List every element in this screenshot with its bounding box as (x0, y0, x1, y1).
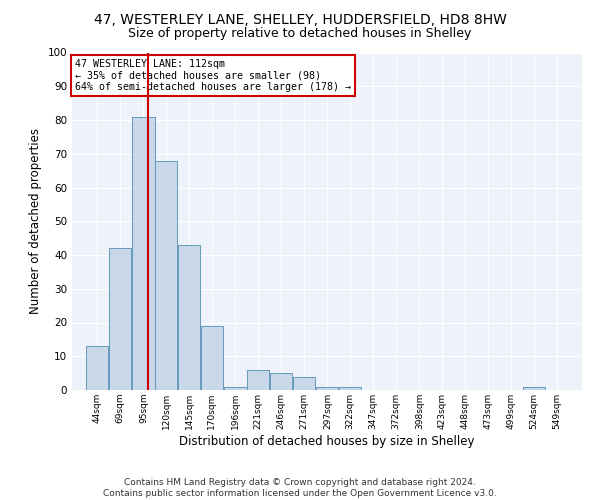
Y-axis label: Number of detached properties: Number of detached properties (29, 128, 42, 314)
Bar (293, 376, 315, 390)
Bar (178, 245, 200, 390)
Bar (201, 326, 223, 390)
Bar (316, 386, 338, 390)
Bar (109, 248, 131, 390)
Bar (339, 386, 361, 390)
Bar (133, 116, 155, 390)
Bar (86, 346, 108, 390)
Bar (155, 160, 178, 390)
Text: 47 WESTERLEY LANE: 112sqm
← 35% of detached houses are smaller (98)
64% of semi-: 47 WESTERLEY LANE: 112sqm ← 35% of detac… (74, 59, 350, 92)
X-axis label: Distribution of detached houses by size in Shelley: Distribution of detached houses by size … (179, 434, 475, 448)
Text: Size of property relative to detached houses in Shelley: Size of property relative to detached ho… (128, 28, 472, 40)
Text: 47, WESTERLEY LANE, SHELLEY, HUDDERSFIELD, HD8 8HW: 47, WESTERLEY LANE, SHELLEY, HUDDERSFIEL… (94, 12, 506, 26)
Text: Contains HM Land Registry data © Crown copyright and database right 2024.
Contai: Contains HM Land Registry data © Crown c… (103, 478, 497, 498)
Bar (224, 386, 247, 390)
Bar (523, 386, 545, 390)
Bar (270, 373, 292, 390)
Bar (247, 370, 269, 390)
